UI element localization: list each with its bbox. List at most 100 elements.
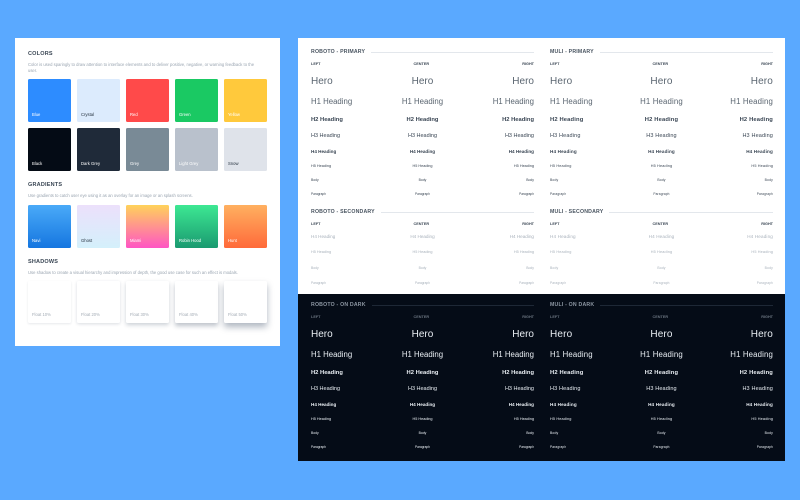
type-block-title-text: ROBOTO - SECONDARY: [311, 209, 375, 215]
color-swatch-row-2: Black Dark Grey Grey Light Grey Snow: [28, 128, 267, 171]
type-sample-h2-left: H2 Heading: [311, 116, 343, 123]
swatch-label: Grey: [130, 161, 140, 166]
type-row-h2: H2 Heading H2 Heading H2 Heading: [311, 111, 534, 128]
type-sample-paragraph-center: Paragraph: [653, 280, 670, 285]
type-sample-paragraph-left: Paragraph: [311, 444, 326, 449]
type-row-h4: H4 Heading H4 Heading H4 Heading: [311, 229, 534, 244]
type-sample-h5-right: H5 Heading: [751, 417, 773, 421]
type-row-h3: H3 Heading H3 Heading H3 Heading: [550, 381, 773, 397]
type-sample-hero-left: Hero: [311, 328, 333, 340]
type-sample-h1-left: H1 Heading: [550, 96, 593, 106]
type-sample-h5-right: H5 Heading: [513, 164, 534, 168]
type-sample-h5-center: H5 Heading: [412, 417, 433, 421]
type-row-h3: H3 Heading H3 Heading H3 Heading: [550, 128, 773, 144]
title-divider: [600, 304, 773, 306]
type-row-h4: H4 Heading H4 Heading H4 Heading: [550, 397, 773, 412]
column-header-right: RIGHT: [761, 62, 773, 66]
type-sample-h4-left: H4 Heading: [550, 149, 577, 154]
typography-light-section: [298, 38, 785, 294]
color-swatch-red: Red: [126, 79, 169, 122]
type-sample-h4-left: H4 Heading: [550, 234, 576, 239]
shadow-card-float-10: Float 10%: [28, 281, 71, 323]
color-swatch-light-grey: Light Grey: [175, 128, 218, 171]
type-row-h5: H5 Heading H5 Heading H5 Heading: [550, 244, 773, 260]
type-sample-h4-center: H4 Heading: [648, 234, 675, 239]
type-row-paragraph: Paragraph Paragraph Paragraph: [311, 440, 534, 453]
column-header-right: RIGHT: [761, 222, 773, 226]
type-sample-paragraph-right: Paragraph: [756, 280, 773, 285]
shadow-card-row: Float 10% Float 20% Float 30% Float 40% Floa…: [28, 281, 267, 323]
type-sample-h3-center: H3 Heading: [646, 133, 677, 139]
column-header-center: CENTER: [652, 222, 669, 226]
type-block-title: ROBOTO - PRIMARY: [311, 49, 534, 55]
shadow-card-float-50: Float 50%: [224, 281, 267, 323]
type-sample-body-left: Body: [550, 178, 559, 182]
type-sample-hero-center: Hero: [650, 328, 673, 340]
type-sample-h2-right: H2 Heading: [502, 116, 534, 123]
type-sample-h1-right: H1 Heading: [730, 96, 773, 106]
type-sample-h4-right: H4 Heading: [746, 402, 773, 407]
type-row-hero: Hero Hero Hero: [550, 71, 773, 91]
type-block-title-text: ROBOTO - PRIMARY: [311, 49, 366, 55]
swatch-label: Ghost: [81, 237, 93, 243]
type-row-body: Body Body Body: [550, 260, 773, 276]
type-row-h2: H2 Heading H2 Heading H2 Heading: [550, 111, 773, 128]
type-sample-h2-center: H2 Heading: [644, 369, 679, 376]
roboto-on-dark-block: ROBOTO - ON DARK LEFT CENTER RIGHT Hero Hero H…: [311, 302, 534, 453]
type-sample-h1-left: H1 Heading: [311, 349, 353, 359]
type-sample-hero-left: Hero: [550, 328, 573, 340]
type-row-paragraph: Paragraph Paragraph Paragraph: [550, 440, 773, 453]
type-sample-h5-left: H5 Heading: [550, 417, 572, 421]
type-row-h4: H4 Heading H4 Heading H4 Heading: [311, 144, 534, 159]
type-row-h2: H2 Heading H2 Heading H2 Heading: [311, 364, 534, 381]
type-row-paragraph: Paragraph Paragraph Paragraph: [311, 187, 534, 200]
roboto-primary-block: ROBOTO - PRIMARY LEFT CENTER RIGHT Hero Hero H…: [311, 49, 534, 200]
type-row-body: Body Body Body: [311, 260, 534, 276]
type-sample-h4-left: H4 Heading: [311, 149, 337, 154]
swatch-label: Green: [179, 112, 191, 117]
color-swatch-row-1: Blue Crystal Red Green Yellow: [28, 79, 267, 122]
type-row-h3: H3 Heading H3 Heading H3 Heading: [311, 381, 534, 397]
typography-dark-section: [298, 294, 785, 461]
type-sample-h3-center: H3 Heading: [407, 133, 438, 139]
type-row-h4: H4 Heading H4 Heading H4 Heading: [550, 144, 773, 159]
colors-description: Color is used sparingly to draw attentio…: [28, 62, 255, 73]
swatch-label: Crystal: [81, 112, 95, 117]
color-swatch-crystal: Crystal: [77, 79, 120, 122]
type-sample-h3-left: H3 Heading: [550, 386, 581, 392]
type-sample-h2-right: H2 Heading: [502, 369, 534, 376]
alignment-column-headers: LEFT CENTER RIGHT: [311, 222, 534, 226]
type-sample-h2-right: H2 Heading: [739, 369, 773, 376]
type-sample-h3-left: H3 Heading: [311, 386, 341, 392]
gradient-swatch-ghost: Ghost: [77, 204, 120, 248]
gradient-swatch-hunt: Hunt: [224, 204, 267, 248]
column-header-right: RIGHT: [522, 62, 534, 66]
type-sample-h5-left: H5 Heading: [550, 250, 572, 254]
type-sample-h3-right: H3 Heading: [742, 133, 773, 139]
column-header-left: LEFT: [311, 222, 321, 226]
gradient-swatch-robin-hood: Robin Hood: [175, 204, 218, 248]
type-sample-h1-center: H1 Heading: [401, 349, 444, 359]
title-divider: [609, 211, 773, 213]
swatch-label: Navi: [32, 237, 41, 243]
type-sample-h3-right: H3 Heading: [504, 386, 534, 392]
alignment-column-headers: LEFT CENTER RIGHT: [311, 315, 534, 319]
column-header-center: CENTER: [652, 62, 669, 66]
type-sample-h1-center: H1 Heading: [640, 349, 683, 359]
type-sample-paragraph-left: Paragraph: [311, 280, 326, 285]
column-header-left: LEFT: [311, 315, 321, 319]
type-row-paragraph: Paragraph Paragraph Paragraph: [311, 276, 534, 289]
roboto-secondary-block: ROBOTO - SECONDARY LEFT CENTER RIGHT H4 Head…: [311, 209, 534, 289]
type-sample-paragraph-right: Paragraph: [519, 444, 534, 449]
type-block-title-text: MULI - PRIMARY: [550, 49, 594, 55]
type-sample-body-center: Body: [418, 431, 427, 435]
type-sample-h4-right: H4 Heading: [508, 149, 534, 154]
type-sample-h3-left: H3 Heading: [311, 133, 341, 139]
type-sample-h3-left: H3 Heading: [550, 133, 581, 139]
type-sample-body-center: Body: [418, 266, 427, 270]
type-sample-h5-right: H5 Heading: [513, 417, 534, 421]
title-divider: [599, 51, 773, 53]
swatch-label: Red: [130, 112, 138, 117]
type-sample-hero-center: Hero: [411, 75, 434, 87]
type-sample-h4-right: H4 Heading: [747, 234, 773, 239]
